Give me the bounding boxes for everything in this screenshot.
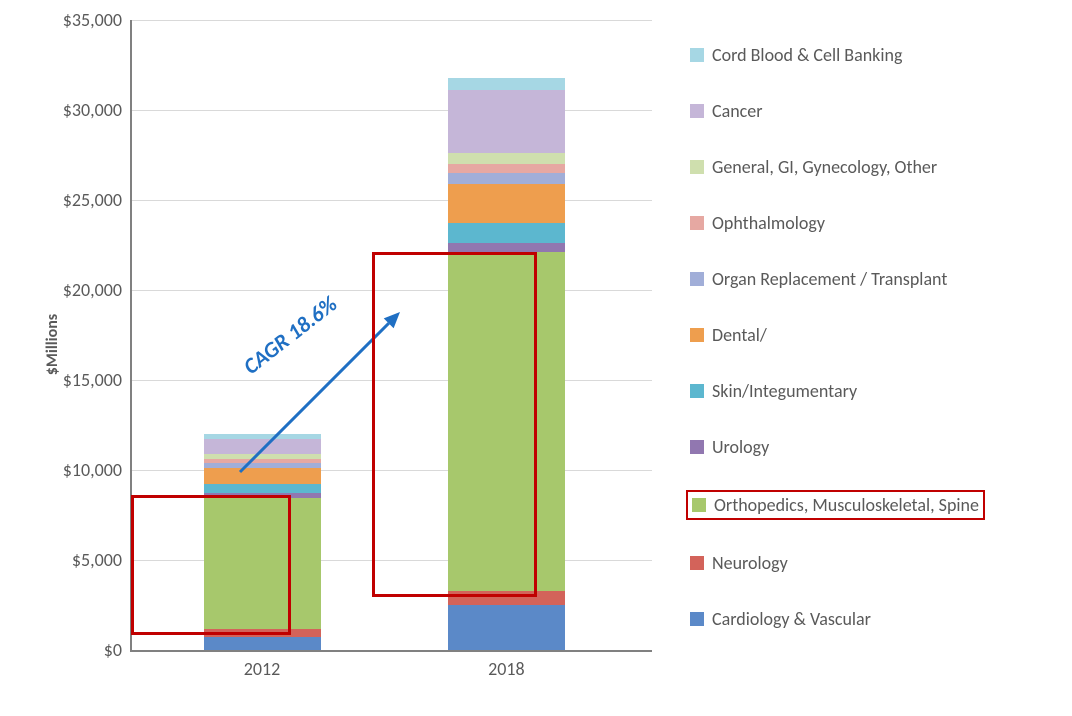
highlight-box bbox=[372, 252, 537, 597]
bar-segment bbox=[448, 223, 565, 243]
legend-swatch-icon bbox=[690, 328, 704, 342]
bar-segment bbox=[448, 243, 565, 252]
legend-item: Ophthalmology bbox=[686, 210, 985, 236]
bar-segment bbox=[448, 173, 565, 184]
legend-label: Neurology bbox=[712, 552, 788, 574]
legend-swatch-icon bbox=[690, 48, 704, 62]
legend-item: General, GI, Gynecology, Other bbox=[686, 154, 985, 180]
gridline bbox=[132, 200, 652, 201]
bar-segment bbox=[448, 78, 565, 91]
legend-label: Cardiology & Vascular bbox=[712, 608, 871, 630]
legend-label: Urology bbox=[712, 436, 769, 458]
legend: Cord Blood & Cell Banking Cancer General, … bbox=[686, 42, 985, 632]
y-tick-label: $25,000 bbox=[63, 189, 122, 211]
x-tick-label: 2018 bbox=[488, 658, 525, 680]
y-tick-label: $30,000 bbox=[63, 99, 122, 121]
legend-swatch-icon bbox=[690, 216, 704, 230]
x-tick-label: 2012 bbox=[244, 658, 281, 680]
legend-swatch-icon bbox=[690, 612, 704, 626]
legend-swatch-icon bbox=[690, 272, 704, 286]
legend-label: Cancer bbox=[712, 100, 763, 122]
gridline bbox=[132, 20, 652, 21]
legend-swatch-icon bbox=[692, 498, 706, 512]
y-tick-label: $35,000 bbox=[63, 9, 122, 31]
bar-segment bbox=[448, 153, 565, 164]
bar-segment bbox=[448, 605, 565, 650]
legend-item: Urology bbox=[686, 434, 985, 460]
legend-swatch-icon bbox=[690, 384, 704, 398]
bar-segment bbox=[448, 184, 565, 224]
legend-label: Orthopedics, Musculoskeletal, Spine bbox=[714, 494, 979, 516]
legend-item: Cord Blood & Cell Banking bbox=[686, 42, 985, 68]
legend-item: Organ Replacement / Transplant bbox=[686, 266, 985, 292]
y-tick-label: $0 bbox=[104, 639, 122, 661]
legend-label: General, GI, Gynecology, Other bbox=[712, 156, 937, 178]
legend-item: Skin/Integumentary bbox=[686, 378, 985, 404]
legend-label: Organ Replacement / Transplant bbox=[712, 268, 947, 290]
bar-segment bbox=[204, 637, 321, 651]
highlight-box bbox=[131, 495, 291, 635]
y-tick-label: $15,000 bbox=[63, 369, 122, 391]
legend-label: Skin/Integumentary bbox=[712, 380, 857, 402]
gridline bbox=[132, 110, 652, 111]
legend-item: Orthopedics, Musculoskeletal, Spine bbox=[686, 490, 985, 520]
bar-segment bbox=[448, 164, 565, 173]
legend-swatch-icon bbox=[690, 440, 704, 454]
y-tick-label: $20,000 bbox=[63, 279, 122, 301]
legend-swatch-icon bbox=[690, 104, 704, 118]
legend-label: Ophthalmology bbox=[712, 212, 825, 234]
legend-item: Neurology bbox=[686, 550, 985, 576]
legend-swatch-icon bbox=[690, 160, 704, 174]
legend-swatch-icon bbox=[690, 556, 704, 570]
y-tick-label: $5,000 bbox=[72, 549, 122, 571]
stacked-bar-chart: $0 $5,000 $10,000 $15,000 $20,000 $25,000 $30,… bbox=[0, 0, 1072, 716]
bar-segment bbox=[448, 90, 565, 153]
legend-item: Cancer bbox=[686, 98, 985, 124]
y-axis-title: $Millions bbox=[43, 314, 62, 375]
y-tick-label: $10,000 bbox=[63, 459, 122, 481]
legend-item: Dental/ bbox=[686, 322, 985, 348]
legend-label: Dental/ bbox=[712, 324, 767, 346]
legend-label: Cord Blood & Cell Banking bbox=[712, 44, 902, 66]
legend-item: Cardiology & Vascular bbox=[686, 606, 985, 632]
